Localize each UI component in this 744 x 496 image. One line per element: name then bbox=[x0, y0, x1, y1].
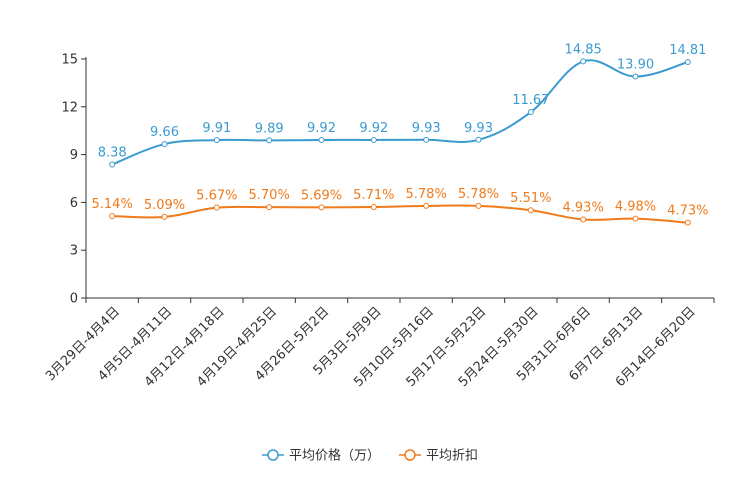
series-2-point[interactable] bbox=[213, 204, 220, 211]
series-1-point[interactable] bbox=[266, 137, 273, 144]
series-2-data-label: 4.93% bbox=[563, 200, 604, 215]
series-2-line bbox=[112, 204, 688, 224]
series-1-point[interactable] bbox=[213, 137, 220, 144]
series-2-data-label: 5.67% bbox=[196, 189, 237, 204]
series-1-point[interactable] bbox=[318, 136, 325, 143]
series-2-data-label: 5.14% bbox=[92, 197, 133, 212]
series-2-point[interactable] bbox=[684, 219, 691, 226]
series-1-point[interactable] bbox=[370, 136, 377, 143]
legend-marker-icon bbox=[267, 449, 279, 461]
y-tick-label: 3 bbox=[70, 244, 78, 259]
series-2-data-label: 4.73% bbox=[667, 204, 708, 219]
series-1-data-label: 14.85 bbox=[565, 42, 602, 57]
series-2-point[interactable] bbox=[109, 213, 116, 220]
series-1-data-label: 9.92 bbox=[359, 121, 388, 136]
series-1-data-label: 9.93 bbox=[412, 121, 441, 136]
series-1-data-label: 13.90 bbox=[617, 58, 654, 73]
series-1-data-label: 9.92 bbox=[307, 121, 336, 136]
series-2-data-label: 4.98% bbox=[615, 200, 656, 215]
y-tick-label: 15 bbox=[61, 53, 78, 68]
legend-marker-icon bbox=[404, 449, 416, 461]
legend-label: 平均折扣 bbox=[426, 449, 478, 464]
series-1-data-label: 14.81 bbox=[669, 43, 706, 58]
series-1-data-label: 9.66 bbox=[150, 125, 179, 140]
legend-label: 平均价格（万） bbox=[289, 448, 380, 464]
series-1-data-label: 9.89 bbox=[255, 121, 284, 136]
series-1-point[interactable] bbox=[632, 73, 639, 80]
series-2-point[interactable] bbox=[370, 204, 377, 211]
series-1-point[interactable] bbox=[527, 109, 534, 116]
y-tick-label: 12 bbox=[61, 100, 78, 115]
legend-item-series-2[interactable]: 平均折扣 bbox=[399, 449, 478, 464]
legend-item-series-1[interactable]: 平均价格（万） bbox=[262, 448, 380, 464]
series-2-point[interactable] bbox=[161, 213, 168, 220]
series-1-point[interactable] bbox=[423, 136, 430, 143]
series-2-data-label: 5.09% bbox=[144, 198, 185, 213]
series-2-point[interactable] bbox=[423, 202, 430, 209]
y-tick-label: 0 bbox=[70, 292, 78, 307]
series-1-point[interactable] bbox=[161, 141, 168, 148]
data-labels: 8.38 9.66 9.91 9.89 9.92 9.92 9.93 9.93 11.67 14.… bbox=[92, 42, 709, 218]
y-tick-label: 6 bbox=[70, 196, 78, 211]
series-2-point[interactable] bbox=[632, 215, 639, 222]
series-2-point[interactable] bbox=[580, 216, 587, 223]
series-2-point[interactable] bbox=[266, 204, 273, 211]
series-1-line bbox=[111, 59, 689, 166]
series-1-data-label: 8.38 bbox=[98, 145, 127, 160]
series-2-point[interactable] bbox=[475, 202, 482, 209]
axes: 036912153月29日-4月4日4月5日-4月11日4月12日-4月18日4… bbox=[43, 53, 715, 390]
series-2-point[interactable] bbox=[318, 204, 325, 211]
series-1-point[interactable] bbox=[580, 58, 587, 65]
series-points bbox=[109, 58, 691, 226]
series-2-data-label: 5.69% bbox=[301, 188, 342, 203]
series-1-point[interactable] bbox=[684, 59, 691, 66]
series-1-point[interactable] bbox=[109, 161, 116, 168]
series-2-point[interactable] bbox=[527, 207, 534, 214]
series-2-data-label: 5.78% bbox=[458, 187, 499, 202]
series-2-data-label: 5.71% bbox=[353, 188, 394, 203]
series-2-data-label: 5.70% bbox=[249, 188, 290, 203]
y-tick-label: 9 bbox=[70, 148, 78, 163]
series-1-data-label: 11.67 bbox=[512, 93, 549, 108]
series-1-data-label: 9.91 bbox=[202, 121, 231, 136]
series-2-data-label: 5.51% bbox=[510, 191, 551, 206]
legend[interactable]: 平均价格（万） 平均折扣 bbox=[262, 448, 478, 464]
series-1-point[interactable] bbox=[475, 136, 482, 143]
series-2-data-label: 5.78% bbox=[406, 187, 447, 202]
series-1-data-label: 9.93 bbox=[464, 121, 493, 136]
